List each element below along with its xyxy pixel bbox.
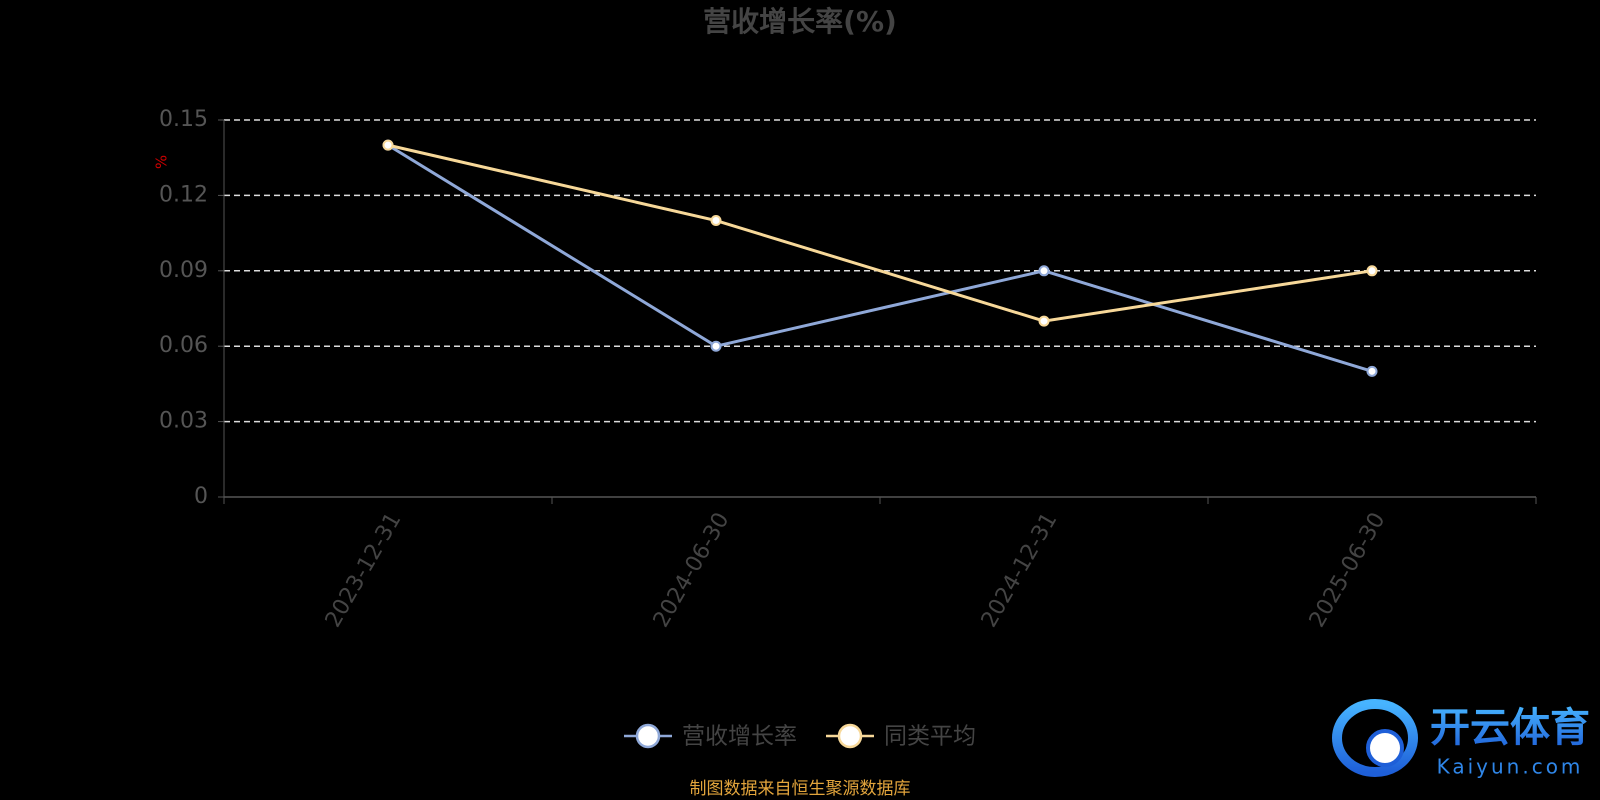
logo-ring	[1332, 699, 1418, 777]
watermark-url: Kaiyun.com	[1437, 755, 1584, 779]
y-axis-label: %	[153, 155, 171, 169]
logo-ball	[1366, 729, 1404, 767]
series-line	[387, 143, 1373, 373]
y-tick-label: 0.06	[159, 333, 208, 358]
y-tick-label: 0.03	[159, 409, 208, 434]
data-point	[710, 215, 722, 227]
data-point	[1038, 265, 1050, 277]
series-line	[387, 143, 1373, 323]
y-tick-label: 0	[194, 484, 208, 509]
watermark-name: 开云体育	[1430, 705, 1590, 751]
y-tick-label: 0.09	[159, 258, 208, 283]
legend-marker	[635, 723, 661, 749]
legend-label: 同类平均	[884, 724, 976, 750]
watermark: 开云体育 Kaiyun.com	[1332, 699, 1590, 779]
y-tick-label: 0.15	[159, 107, 208, 132]
data-point	[1366, 365, 1378, 377]
data-point	[1366, 265, 1378, 277]
data-point	[382, 139, 394, 151]
data-point	[710, 340, 722, 352]
chart-title: 营收增长率(%)	[703, 5, 897, 38]
source-note: 制图数据来自恒生聚源数据库	[690, 779, 911, 799]
y-tick-label: 0.12	[159, 182, 208, 207]
legend-marker	[837, 723, 863, 749]
data-point	[1038, 315, 1050, 327]
legend-label: 营收增长率	[682, 724, 797, 750]
